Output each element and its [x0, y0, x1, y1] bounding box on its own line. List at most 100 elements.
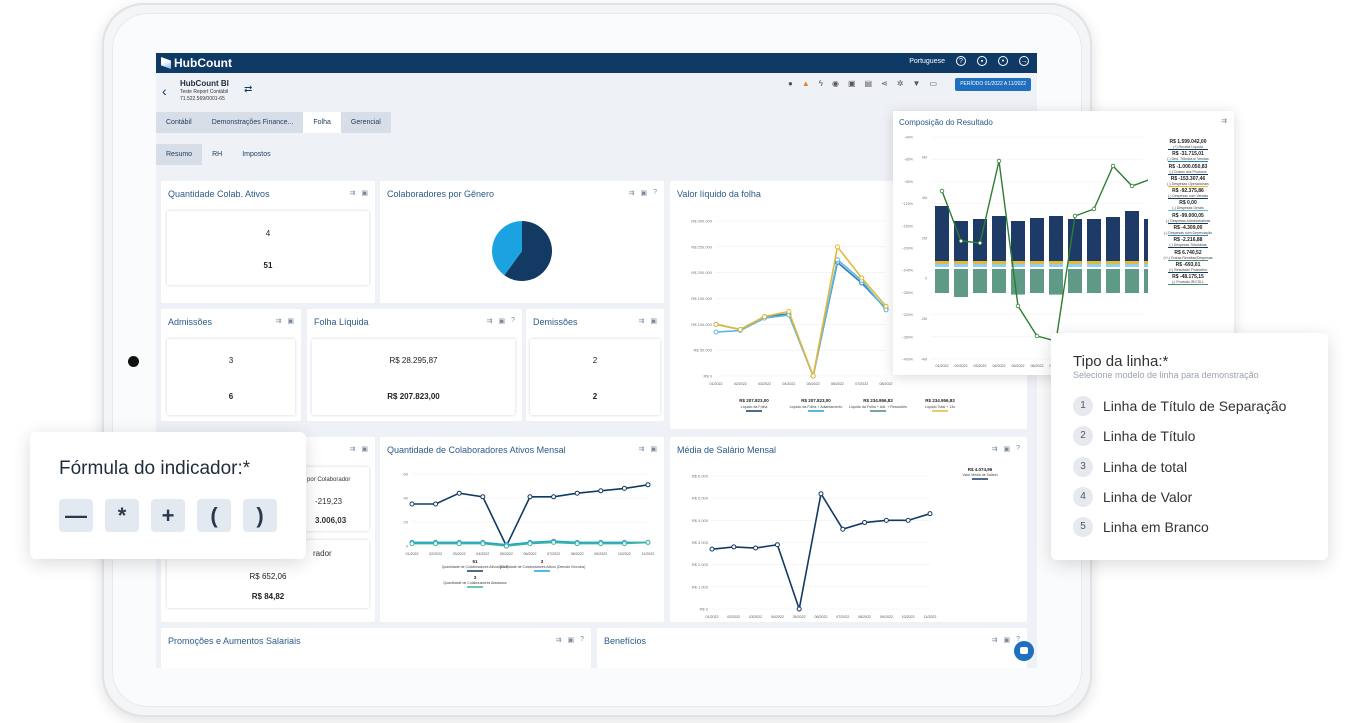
card-genero: Colaboradores por Gênero ⇉ ▣?: [380, 181, 664, 303]
back-arrow-icon[interactable]: ‹: [162, 83, 167, 99]
swap-icon[interactable]: ⇄: [244, 84, 253, 95]
logout-icon[interactable]: →: [1019, 56, 1029, 66]
eye-icon[interactable]: ◉: [832, 79, 839, 88]
pin-icon[interactable]: ●: [788, 79, 793, 88]
option-total[interactable]: 3 Linha de total: [1073, 457, 1187, 477]
lightbulb-icon[interactable]: •: [998, 56, 1008, 66]
legend-label: Quantidade de Colaboradores Afastados: [443, 581, 506, 585]
image-icon[interactable]: ▣: [287, 318, 294, 325]
tab-folha[interactable]: Folha: [303, 112, 341, 133]
legend-swatch: [1168, 247, 1208, 249]
y-tick-left: ~40%: [904, 136, 914, 140]
image-icon[interactable]: ▣: [567, 637, 575, 644]
chat-icon[interactable]: [1014, 641, 1034, 661]
kpi-top-value: 2: [592, 356, 598, 365]
bar-negative: [1106, 269, 1120, 293]
help-icon[interactable]: ?: [1016, 445, 1020, 452]
legend-value: R$ -92.375,86: [1172, 188, 1204, 195]
y-tick-left: ~160%: [902, 224, 914, 228]
bar-small: [1011, 261, 1025, 264]
y-tick-right: 0: [925, 277, 927, 281]
image-icon[interactable]: ▣: [361, 446, 368, 453]
minus-button[interactable]: —: [59, 499, 93, 532]
image-icon[interactable]: ▣: [650, 318, 657, 325]
pin-chart-icon[interactable]: ⇉: [638, 318, 645, 325]
image-icon[interactable]: ▣: [1003, 446, 1011, 453]
help-icon[interactable]: ?: [580, 636, 584, 643]
lock-icon[interactable]: ▪: [977, 56, 987, 66]
x-tick-label: 05/2022: [1012, 364, 1025, 368]
pin-chart-icon[interactable]: ⇉: [1221, 118, 1227, 125]
image-icon[interactable]: ▣: [361, 190, 368, 197]
period-button[interactable]: PERÍODO 01/2022 A 11/2022: [955, 78, 1031, 91]
pin-chart-icon[interactable]: ⇉: [638, 446, 645, 453]
pin-chart-icon[interactable]: ⇉: [991, 637, 998, 644]
pin-chart-icon[interactable]: ⇉: [628, 190, 635, 197]
logo-text: HubCount: [174, 56, 232, 70]
option-valor[interactable]: 4 Linha de Valor: [1073, 487, 1192, 507]
subtab-impostos[interactable]: Impostos: [242, 151, 271, 158]
subtab-resumo[interactable]: Resumo: [156, 144, 203, 165]
comment-icon[interactable]: ▭: [929, 79, 937, 88]
data-point: [1091, 206, 1097, 212]
y-tick-label: R$ 200.000: [691, 270, 712, 275]
top-right-actions: Portuguese ? ▪ • →: [909, 56, 1029, 66]
multiply-button[interactable]: *: [105, 499, 139, 532]
image-icon[interactable]: ▣: [1003, 637, 1011, 644]
x-tick-label: 11/2022: [924, 615, 937, 619]
card-title: Promoções e Aumentos Salariais: [168, 636, 301, 646]
subtab-rh[interactable]: RH: [212, 151, 223, 158]
warning-icon[interactable]: ▲: [801, 79, 810, 88]
pin-chart-icon[interactable]: ⇉: [275, 318, 282, 325]
data-point: [958, 238, 964, 244]
sub-tabs: Resumo RH Impostos: [156, 144, 281, 165]
help-icon[interactable]: ?: [511, 317, 515, 324]
tab-gerencial[interactable]: Gerencial: [340, 112, 391, 133]
pin-chart-icon[interactable]: ⇉: [555, 637, 562, 644]
plus-button[interactable]: +: [151, 499, 185, 532]
legend-item: R$ -92.375,86 (-) Despesas com Vendas: [1148, 188, 1228, 200]
option-titulo[interactable]: 2 Linha de Título: [1073, 426, 1195, 446]
language-select[interactable]: Portuguese: [909, 57, 945, 65]
help-icon[interactable]: ?: [956, 56, 966, 66]
x-tick-label: 05/2022: [807, 382, 820, 386]
app-logo[interactable]: HubCount: [161, 56, 232, 70]
tab-demonstracoes[interactable]: Demonstrações Finance...: [201, 112, 304, 133]
kpi-bottom-value: 2: [592, 392, 598, 401]
legend-label: (-) Despesas Administrativas: [1165, 218, 1211, 223]
filter-icon[interactable]: ▼: [912, 79, 921, 88]
tab-contabil[interactable]: Contábil: [156, 112, 202, 133]
share-icon[interactable]: ⋖: [881, 79, 888, 88]
settings-icon[interactable]: ✲: [896, 79, 904, 88]
image-icon[interactable]: ▣: [650, 446, 657, 453]
open-paren-button[interactable]: (: [197, 499, 231, 532]
bar-small: [1144, 261, 1148, 264]
option-titulo-separacao[interactable]: 1 Linha de Título de Separação: [1073, 396, 1286, 416]
x-tick-label: 05/2022: [793, 615, 806, 619]
close-paren-button[interactable]: ): [243, 499, 277, 532]
x-tick-label: 09/2022: [880, 615, 893, 619]
pin-chart-icon[interactable]: ⇉: [991, 446, 998, 453]
pie-slice: [504, 221, 552, 281]
pin-chart-icon[interactable]: ⇉: [486, 318, 493, 325]
image-icon[interactable]: ▣: [640, 190, 648, 197]
x-tick-label: 11/2022: [642, 552, 655, 556]
bar-small: [954, 264, 968, 267]
x-tick-label: 10/2022: [618, 552, 631, 556]
image-icon[interactable]: ▣: [498, 318, 506, 325]
pin-chart-icon[interactable]: ⇉: [349, 190, 356, 197]
bar-small: [1049, 261, 1063, 264]
y-tick-right: 6M: [922, 156, 927, 160]
option-branco[interactable]: 5 Linha em Branco: [1073, 517, 1209, 537]
pin-chart-icon[interactable]: ⇉: [349, 446, 356, 453]
bar-negative: [1087, 269, 1101, 293]
tipo-linha-title: Tipo da linha:*: [1073, 353, 1169, 370]
x-tick-label: 06/2022: [524, 552, 537, 556]
image-icon[interactable]: ▣: [847, 79, 856, 88]
export-icon[interactable]: ▤: [864, 79, 873, 88]
bolt-icon[interactable]: ϟ: [818, 79, 823, 88]
legend-label: (-) Despesas Gerais: [1172, 206, 1204, 211]
legend-value: R$ 234.956,83: [925, 398, 955, 403]
help-icon[interactable]: ?: [653, 189, 657, 196]
help-icon[interactable]: ?: [1016, 636, 1020, 643]
